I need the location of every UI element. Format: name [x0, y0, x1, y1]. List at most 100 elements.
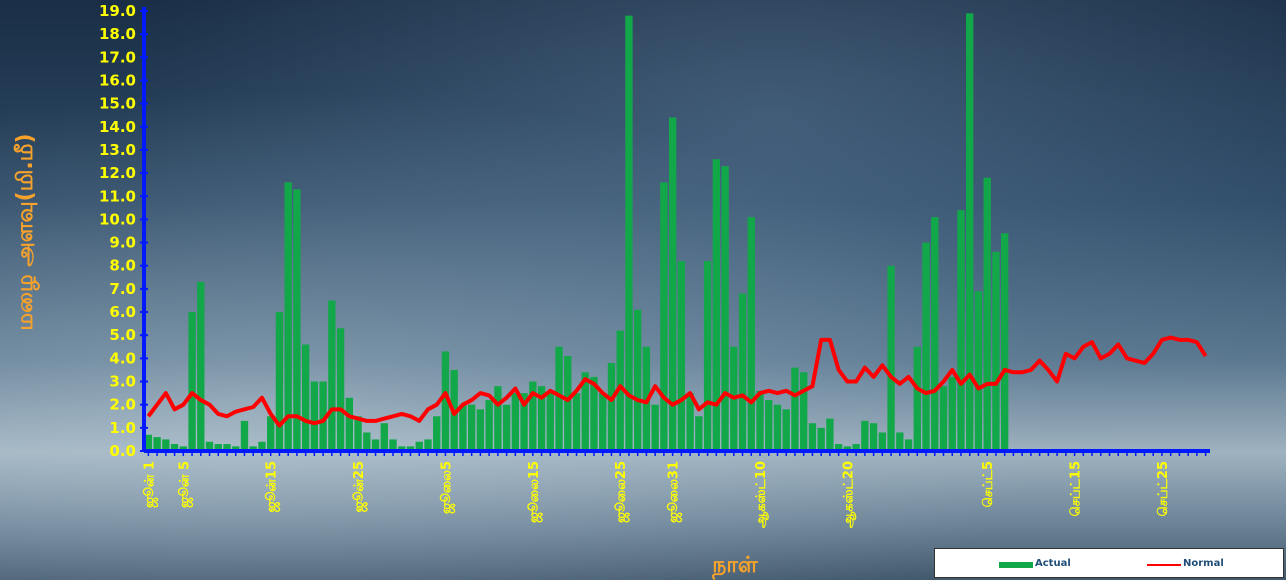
actual-bar [983, 177, 991, 452]
actual-bar [677, 261, 686, 451]
y-tick-label: 15.0 [99, 95, 136, 113]
actual-bar [258, 441, 266, 451]
actual-bar [240, 420, 249, 451]
actual-bar [380, 423, 388, 451]
actual-bar [284, 182, 292, 451]
actual-bar [144, 434, 153, 451]
y-tick-label: 4.0 [109, 349, 136, 367]
x-tick-label: ஜூலை31 [667, 461, 683, 523]
x-tick-label: ஜூலை5 [440, 461, 456, 514]
actual-bar [162, 439, 170, 451]
y-tick-label: 8.0 [109, 257, 136, 275]
actual-bar [913, 346, 921, 451]
actual-bar [738, 293, 747, 451]
legend-normal-swatch [1147, 564, 1181, 566]
actual-bar [485, 400, 493, 451]
y-tick-label: 12.0 [99, 164, 136, 182]
actual-bar [634, 309, 642, 451]
actual-bar [843, 446, 852, 451]
actual-bar [406, 446, 415, 451]
actual-bar [869, 423, 878, 451]
actual-bar [791, 367, 799, 451]
actual-bar [459, 404, 467, 451]
actual-bar [800, 372, 808, 451]
actual-bar [703, 261, 712, 451]
actual-bar [712, 159, 720, 451]
actual-bar [275, 312, 284, 451]
y-tick-label: 0.0 [109, 442, 136, 460]
y-tick-label: 9.0 [109, 234, 136, 252]
y-tick-label: 11.0 [99, 187, 136, 205]
actual-bar [590, 376, 598, 451]
actual-bar [660, 182, 668, 451]
y-tick-label: 6.0 [109, 303, 136, 321]
actual-bar [249, 446, 257, 451]
y-tick-label: 2.0 [109, 396, 136, 414]
actual-bar [939, 386, 948, 451]
actual-bar [721, 166, 729, 451]
y-tick-label: 14.0 [99, 118, 136, 136]
actual-bar [433, 416, 441, 451]
y-tick-label: 1.0 [109, 419, 136, 437]
x-tick-label: ஜூன்15 [265, 461, 281, 512]
x-tick-label: ஜூலை15 [527, 461, 543, 523]
actual-bar [179, 446, 187, 451]
x-tick-label: ஆகஸ்ட்10 [754, 461, 769, 528]
actual-bar [537, 386, 546, 451]
actual-bar [170, 444, 179, 451]
actual-bar [546, 393, 554, 451]
actual-bar [214, 444, 222, 451]
y-tick-label: 5.0 [109, 326, 136, 344]
y-tick-label: 3.0 [109, 373, 136, 391]
actual-bar [197, 281, 205, 451]
actual-bar [686, 393, 694, 451]
actual-bar [293, 189, 301, 451]
actual-bar [424, 439, 432, 451]
actual-bar [668, 117, 677, 451]
actual-bar [782, 409, 790, 451]
actual-bar [267, 416, 275, 451]
x-tick-label: ஜூலை25 [614, 461, 630, 523]
actual-bar [223, 444, 231, 451]
actual-bar [415, 441, 423, 451]
x-tick-label: ஜூன் 5 [177, 461, 193, 508]
actual-bar [232, 446, 240, 451]
actual-bar [616, 330, 624, 451]
actual-bar [974, 291, 983, 451]
actual-bar [310, 381, 319, 451]
actual-bar [520, 393, 528, 451]
normal-series-line [146, 335, 1208, 428]
x-ticks: ஜூன் 1 ஜூன் 5 ஜூன்15 ஜூன்25 ஜூலை5 ஜூலை15 ஜூலை2… [142, 451, 1207, 528]
y-tick-label: 19.0 [99, 2, 136, 20]
actual-bar [494, 386, 502, 451]
actual-bar [301, 344, 310, 451]
actual-bar [511, 393, 520, 451]
actual-bar [188, 312, 196, 451]
actual-bar [625, 15, 633, 451]
actual-bar [904, 439, 913, 451]
legend-actual-swatch [999, 562, 1033, 568]
x-tick-label: செப்ட்5 [981, 461, 996, 507]
legend-actual-label: Actual [1035, 558, 1071, 569]
x-tick-label: ஆகஸ்ட்20 [841, 461, 856, 528]
x-axis-label: நாள் [711, 553, 759, 580]
y-ticks: 0.0 1.0 2.0 3.0 4.0 5.0 6.0 7.0 8.0 9.0 10.0 11.0 12… [99, 2, 148, 460]
actual-bar [398, 446, 406, 451]
actual-bar [371, 439, 380, 451]
actual-bar [363, 432, 371, 451]
chart-legend: Actual Normal [934, 548, 1284, 578]
actual-bar [852, 444, 860, 451]
y-tick-label: 7.0 [109, 280, 136, 298]
y-tick-label: 13.0 [99, 141, 136, 159]
actual-bar [205, 441, 214, 451]
actual-bar [747, 217, 755, 451]
actual-bar [834, 444, 843, 451]
actual-bar [992, 251, 1000, 451]
actual-bar [564, 356, 572, 451]
actual-bar [319, 381, 327, 451]
actual-bar [153, 437, 161, 451]
actual-bar [817, 427, 825, 451]
actual-bar [599, 393, 607, 451]
